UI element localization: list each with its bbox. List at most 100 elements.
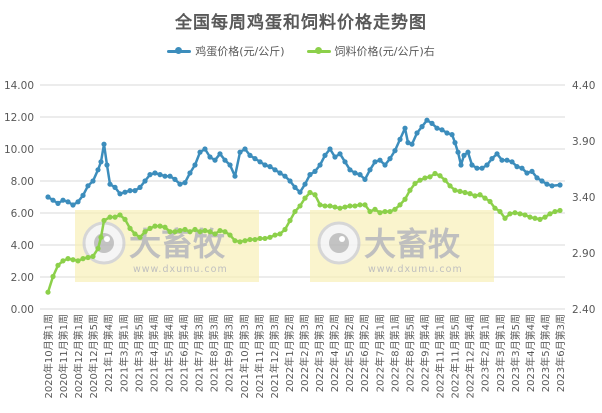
- data-point[interactable]: [467, 191, 473, 197]
- data-point[interactable]: [429, 120, 435, 126]
- data-point[interactable]: [182, 226, 188, 233]
- data-point[interactable]: [469, 162, 475, 168]
- data-point[interactable]: [107, 181, 113, 187]
- data-point[interactable]: [409, 141, 415, 147]
- data-point[interactable]: [95, 167, 101, 173]
- data-point[interactable]: [372, 159, 378, 165]
- data-point[interactable]: [494, 151, 500, 157]
- data-point[interactable]: [382, 208, 388, 215]
- data-point[interactable]: [447, 183, 453, 189]
- data-point[interactable]: [537, 216, 543, 222]
- data-point[interactable]: [337, 205, 343, 211]
- data-point[interactable]: [177, 181, 183, 187]
- data-point[interactable]: [472, 193, 478, 199]
- data-point[interactable]: [98, 159, 104, 165]
- data-point[interactable]: [342, 204, 348, 210]
- data-point[interactable]: [292, 184, 298, 190]
- data-point[interactable]: [419, 124, 425, 130]
- data-point[interactable]: [322, 152, 328, 158]
- data-point[interactable]: [297, 203, 303, 209]
- data-point[interactable]: [227, 162, 233, 168]
- data-point[interactable]: [402, 196, 408, 202]
- data-point[interactable]: [462, 189, 468, 196]
- data-point[interactable]: [137, 184, 143, 190]
- data-point[interactable]: [217, 151, 223, 157]
- data-point[interactable]: [75, 199, 81, 205]
- data-point[interactable]: [497, 208, 503, 215]
- data-point[interactable]: [477, 192, 483, 198]
- data-point[interactable]: [397, 202, 403, 208]
- data-point[interactable]: [90, 178, 96, 184]
- data-point[interactable]: [167, 229, 173, 235]
- data-point[interactable]: [549, 183, 555, 189]
- data-point[interactable]: [524, 170, 530, 176]
- data-point[interactable]: [112, 184, 118, 190]
- data-point[interactable]: [544, 181, 550, 187]
- data-point[interactable]: [202, 146, 208, 152]
- data-point[interactable]: [55, 262, 61, 268]
- data-point[interactable]: [262, 162, 268, 168]
- data-point[interactable]: [282, 173, 288, 179]
- data-point[interactable]: [242, 238, 248, 244]
- data-point[interactable]: [55, 200, 61, 206]
- data-point[interactable]: [352, 203, 358, 209]
- data-point[interactable]: [437, 173, 443, 179]
- data-point[interactable]: [322, 203, 328, 209]
- data-point[interactable]: [307, 189, 313, 196]
- data-point[interactable]: [377, 210, 383, 216]
- data-point[interactable]: [499, 157, 505, 163]
- data-point[interactable]: [142, 178, 148, 184]
- data-point[interactable]: [252, 156, 258, 162]
- data-point[interactable]: [247, 152, 253, 158]
- data-point[interactable]: [80, 192, 86, 198]
- data-point[interactable]: [267, 164, 273, 170]
- data-point[interactable]: [452, 187, 458, 193]
- data-point[interactable]: [367, 208, 373, 215]
- data-point[interactable]: [247, 236, 253, 243]
- data-point[interactable]: [212, 157, 218, 163]
- data-point[interactable]: [187, 229, 193, 235]
- data-point[interactable]: [222, 229, 228, 235]
- data-point[interactable]: [465, 149, 471, 155]
- data-point[interactable]: [172, 229, 178, 235]
- data-point[interactable]: [122, 189, 128, 195]
- data-point[interactable]: [132, 231, 138, 237]
- data-point[interactable]: [90, 253, 96, 259]
- data-point[interactable]: [117, 191, 123, 197]
- data-point[interactable]: [312, 168, 318, 174]
- data-point[interactable]: [557, 207, 563, 214]
- data-point[interactable]: [232, 173, 238, 179]
- data-point[interactable]: [412, 180, 418, 187]
- data-point[interactable]: [327, 203, 333, 209]
- data-point[interactable]: [65, 199, 71, 205]
- data-point[interactable]: [152, 223, 158, 229]
- data-point[interactable]: [182, 180, 188, 186]
- data-point[interactable]: [532, 215, 538, 221]
- data-point[interactable]: [50, 197, 56, 203]
- data-point[interactable]: [327, 146, 333, 152]
- data-point[interactable]: [417, 177, 423, 183]
- data-point[interactable]: [207, 229, 213, 235]
- data-point[interactable]: [362, 202, 368, 208]
- data-point[interactable]: [357, 172, 363, 178]
- data-point[interactable]: [127, 188, 133, 194]
- data-point[interactable]: [212, 231, 218, 237]
- data-point[interactable]: [387, 208, 393, 215]
- data-point[interactable]: [122, 216, 128, 222]
- data-point[interactable]: [439, 127, 445, 133]
- data-point[interactable]: [492, 205, 498, 211]
- data-point[interactable]: [117, 212, 123, 218]
- data-point[interactable]: [405, 140, 411, 146]
- data-point[interactable]: [202, 228, 208, 234]
- data-point[interactable]: [357, 202, 363, 208]
- data-point[interactable]: [547, 211, 553, 217]
- data-point[interactable]: [452, 140, 458, 146]
- data-point[interactable]: [75, 258, 81, 264]
- data-point[interactable]: [147, 172, 153, 178]
- data-point[interactable]: [479, 165, 485, 171]
- data-point[interactable]: [557, 182, 563, 188]
- data-point[interactable]: [487, 198, 493, 205]
- data-point[interactable]: [517, 211, 523, 217]
- data-point[interactable]: [347, 167, 353, 173]
- data-point[interactable]: [227, 232, 233, 238]
